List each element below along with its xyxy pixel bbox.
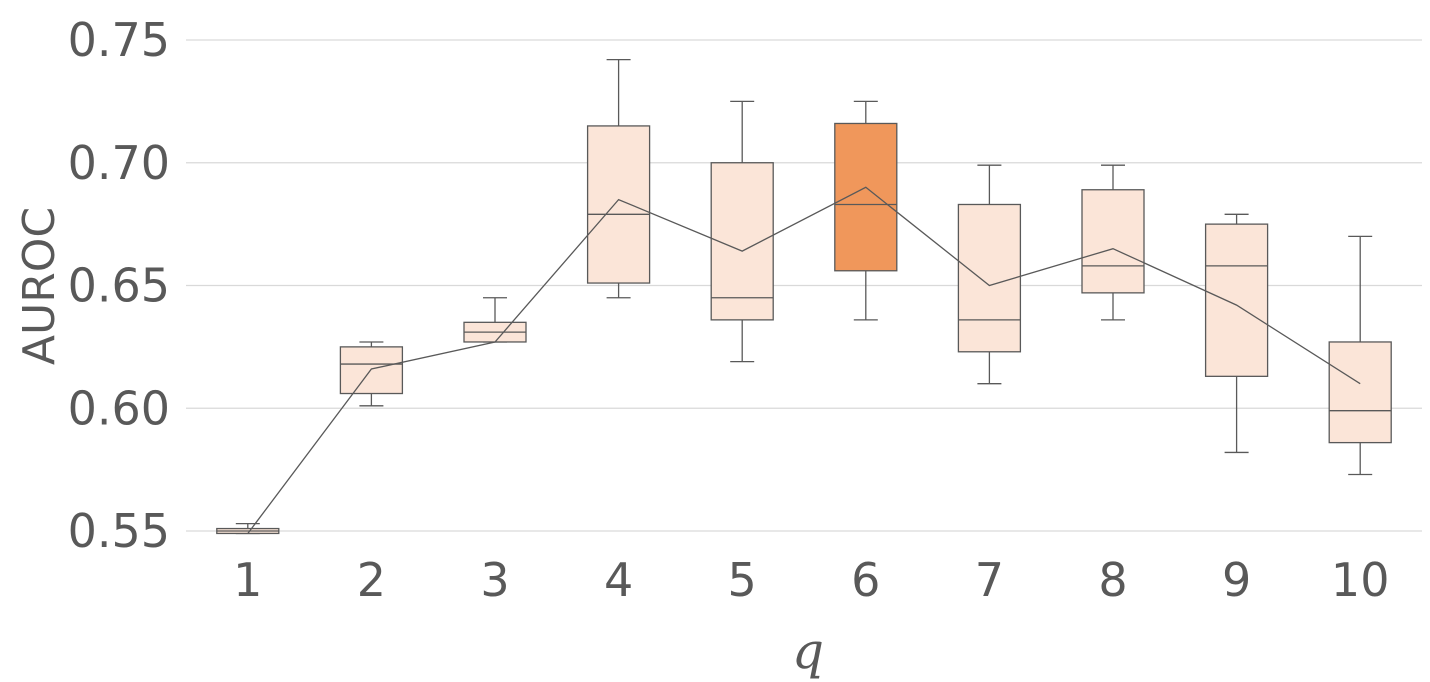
box-plot-10 — [1328, 235, 1392, 476]
box — [1328, 341, 1392, 444]
box-plot-2 — [339, 341, 404, 407]
y-tick-label: 0.60 — [68, 381, 170, 435]
box-plot-5 — [710, 100, 774, 363]
x-tick-label: 9 — [1222, 553, 1251, 607]
x-axis-label: q — [792, 622, 824, 680]
box-series — [216, 58, 1392, 535]
x-tick-label: 1 — [233, 553, 262, 607]
box-plot-6 — [834, 100, 898, 321]
y-axis-ticks: 0.55 0.60 0.65 0.70 0.75 — [68, 13, 170, 558]
y-tick-label: 0.55 — [68, 504, 170, 558]
box — [586, 125, 651, 284]
box-plot-9 — [1204, 213, 1269, 454]
box-plot-3 — [463, 297, 527, 343]
mean-line-series — [247, 186, 1361, 534]
box-plot-8 — [1081, 164, 1145, 321]
y-axis-label: AUROC — [14, 207, 65, 365]
box — [710, 162, 774, 321]
box — [1204, 223, 1269, 377]
x-tick-label: 10 — [1331, 553, 1390, 607]
x-axis-ticks: 1 2 3 4 5 6 7 8 9 10 — [233, 553, 1389, 607]
box-plot-4 — [586, 58, 651, 299]
y-tick-label: 0.70 — [68, 136, 170, 190]
box — [339, 346, 404, 395]
box — [957, 203, 1022, 353]
x-tick-label: 7 — [975, 553, 1004, 607]
x-tick-label: 4 — [604, 553, 633, 607]
box — [834, 122, 898, 272]
y-tick-label: 0.75 — [68, 13, 170, 67]
x-tick-label: 8 — [1098, 553, 1127, 607]
x-tick-label: 3 — [480, 553, 509, 607]
y-tick-label: 0.65 — [68, 259, 170, 313]
box-plot-1 — [216, 522, 280, 535]
mean-line — [247, 186, 1361, 534]
x-tick-label: 2 — [357, 553, 386, 607]
box-plot-7 — [957, 164, 1022, 385]
grid-lines — [186, 39, 1422, 532]
box — [1081, 189, 1145, 294]
x-tick-label: 5 — [728, 553, 757, 607]
x-tick-label: 6 — [851, 553, 880, 607]
